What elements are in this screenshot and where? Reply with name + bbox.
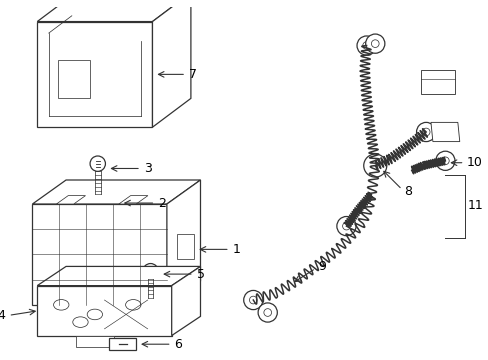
Circle shape bbox=[142, 264, 158, 279]
Text: 1: 1 bbox=[232, 243, 240, 256]
Polygon shape bbox=[58, 60, 90, 98]
Circle shape bbox=[336, 216, 355, 236]
Circle shape bbox=[441, 157, 448, 165]
Polygon shape bbox=[56, 195, 85, 204]
Circle shape bbox=[258, 303, 277, 322]
Circle shape bbox=[90, 156, 105, 171]
Circle shape bbox=[422, 128, 429, 136]
Circle shape bbox=[264, 309, 271, 316]
Polygon shape bbox=[119, 195, 148, 204]
Circle shape bbox=[365, 34, 384, 53]
Ellipse shape bbox=[87, 309, 102, 320]
Circle shape bbox=[363, 154, 386, 177]
Polygon shape bbox=[166, 180, 200, 305]
Circle shape bbox=[249, 296, 257, 304]
Polygon shape bbox=[37, 285, 171, 336]
Ellipse shape bbox=[125, 300, 141, 310]
Circle shape bbox=[342, 222, 349, 230]
Polygon shape bbox=[421, 69, 454, 94]
Circle shape bbox=[435, 151, 454, 170]
Text: 7: 7 bbox=[188, 68, 197, 81]
Polygon shape bbox=[37, 0, 190, 22]
Polygon shape bbox=[76, 336, 114, 347]
Polygon shape bbox=[117, 187, 128, 212]
Text: 2: 2 bbox=[158, 197, 166, 210]
Text: 9: 9 bbox=[318, 260, 326, 273]
Circle shape bbox=[356, 36, 375, 55]
Polygon shape bbox=[32, 204, 166, 305]
Polygon shape bbox=[81, 187, 128, 194]
Circle shape bbox=[416, 122, 435, 141]
Polygon shape bbox=[37, 22, 152, 127]
Polygon shape bbox=[177, 234, 194, 260]
FancyBboxPatch shape bbox=[109, 338, 136, 350]
Text: 6: 6 bbox=[174, 338, 182, 351]
Circle shape bbox=[371, 40, 378, 48]
Polygon shape bbox=[430, 122, 459, 141]
Text: 11: 11 bbox=[467, 199, 482, 212]
Polygon shape bbox=[32, 180, 200, 204]
Circle shape bbox=[362, 42, 370, 49]
Text: 8: 8 bbox=[403, 185, 411, 198]
Circle shape bbox=[243, 291, 263, 310]
Polygon shape bbox=[171, 266, 200, 336]
Polygon shape bbox=[152, 0, 190, 127]
Text: 10: 10 bbox=[466, 156, 481, 169]
Text: 5: 5 bbox=[196, 267, 204, 280]
Text: 3: 3 bbox=[143, 162, 151, 175]
Polygon shape bbox=[81, 194, 117, 212]
Ellipse shape bbox=[54, 300, 69, 310]
Text: 4: 4 bbox=[0, 309, 5, 322]
Polygon shape bbox=[37, 266, 200, 285]
Ellipse shape bbox=[73, 317, 88, 327]
